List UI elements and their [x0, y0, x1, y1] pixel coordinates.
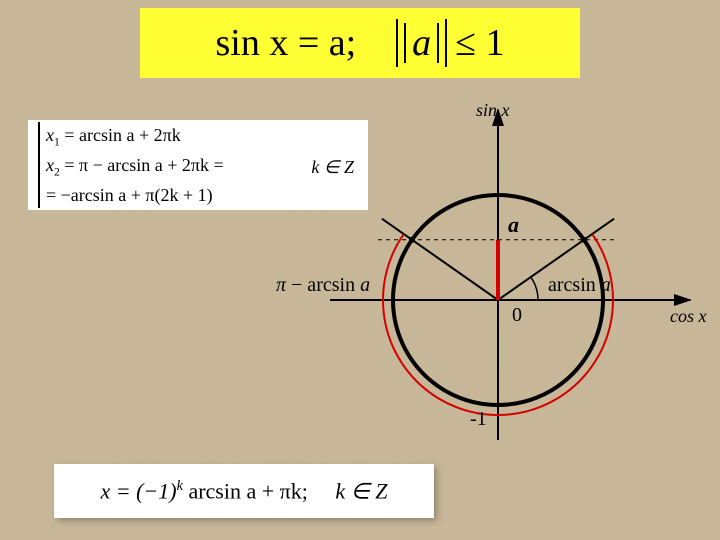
general-solution-box: x = (−1)k arcsin a + πk; k ∈ Z	[54, 464, 434, 518]
a-value-label: a	[508, 212, 519, 238]
solutions-box: x1 = arcsin a + 2πk x2 = π − arcsin a + …	[28, 120, 368, 210]
origin-label: 0	[512, 304, 522, 327]
pi-minus-arcsin-label: π − arcsin a	[276, 274, 370, 297]
diagram-svg	[330, 100, 710, 450]
solution-line-3: = −arcsin a + π(2k + 1)	[46, 182, 224, 208]
title-eq-right: a ≤ 1	[396, 19, 504, 67]
solution-line-2: x2 = π − arcsin a + 2πk =	[46, 152, 224, 182]
title-equation-box: sin x = a; a ≤ 1	[140, 8, 580, 78]
arcsin-label: arcsin a	[548, 274, 611, 297]
solution-line-1: x1 = arcsin a + 2πk	[46, 122, 224, 152]
minus-one-label: -1	[470, 408, 487, 431]
sin-axis-label: sin x	[476, 100, 510, 121]
unit-circle-diagram: sin x cos x 0 -1 a arcsin a π − arcsin a	[330, 100, 710, 450]
cos-axis-label: cos x	[670, 306, 706, 327]
title-eq-left: sin x = a;	[215, 21, 356, 65]
